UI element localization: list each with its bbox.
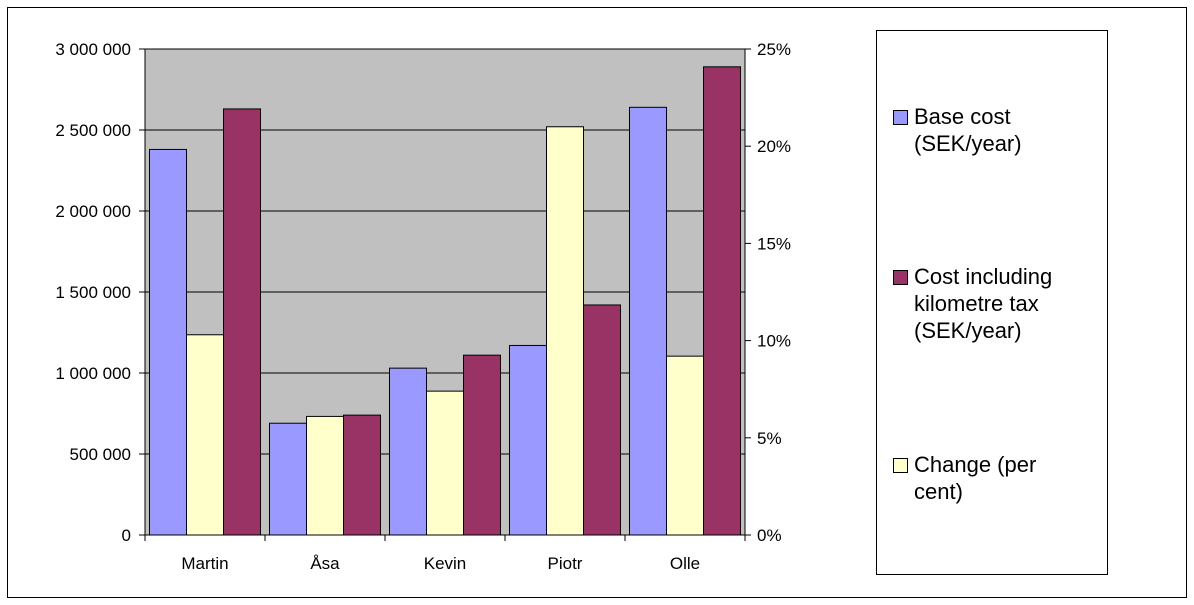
bar-base-cost-sek-year-sa	[269, 422, 307, 536]
legend-swatch-change	[893, 458, 908, 473]
right-tick-label: 5%	[757, 429, 782, 448]
x-tick-label-martin: Martin	[181, 554, 228, 573]
left-tick-label: 500 000	[70, 445, 131, 464]
bars	[149, 66, 741, 536]
legend-swatch-base-cost	[893, 110, 908, 125]
left-axis: 0 500 000 1 000 000 1 500 000 2 000 000 2 500…	[55, 40, 145, 545]
bar-change-per-cent-sa	[306, 415, 344, 536]
right-tick-label: 15%	[757, 234, 791, 253]
left-tick-label: 3 000 000	[55, 40, 131, 59]
bar-change-per-cent-martin	[186, 334, 224, 536]
left-tick-label: 0	[122, 526, 131, 545]
x-tick-label-piotr: Piotr	[548, 554, 583, 573]
left-tick-label: 2 500 000	[55, 121, 131, 140]
legend-label-change: Change (per cent)	[914, 452, 1037, 504]
right-tick-label: 20%	[757, 137, 791, 156]
legend-label-cost-including-tax: Cost including kilometre tax (SEK/year)	[914, 264, 1053, 343]
legend-swatch-cost-including-tax	[893, 270, 908, 285]
left-tick-label: 1 500 000	[55, 283, 131, 302]
x-tick-label-sa: Åsa	[310, 554, 340, 573]
right-tick-label: 0%	[757, 526, 782, 545]
right-axis: 0% 5% 10% 15% 20% 25%	[745, 40, 791, 545]
bar-cost-including-kilometre-tax-sek-year-kevin	[463, 354, 501, 536]
right-tick-label: 10%	[757, 332, 791, 351]
legend-item-base-cost: Base cost (SEK/year)	[893, 103, 1105, 157]
bar-cost-including-kilometre-tax-sek-year-olle	[703, 66, 741, 536]
x-axis: Martin Åsa Kevin Piotr Olle	[144, 535, 746, 573]
bar-base-cost-sek-year-martin	[149, 148, 187, 536]
legend-item-change: Change (per cent)	[893, 451, 1105, 505]
x-tick-label-olle: Olle	[670, 554, 700, 573]
bar-change-per-cent-piotr	[546, 126, 584, 536]
left-tick-label: 2 000 000	[55, 202, 131, 221]
bar-cost-including-kilometre-tax-sek-year-sa	[343, 414, 381, 536]
legend: Base cost (SEK/year) Cost including kilo…	[876, 30, 1108, 575]
left-tick-label: 1 000 000	[55, 364, 131, 383]
bar-cost-including-kilometre-tax-sek-year-piotr	[583, 304, 621, 536]
bar-change-per-cent-kevin	[426, 390, 464, 536]
bar-cost-including-kilometre-tax-sek-year-martin	[223, 108, 261, 536]
legend-label-base-cost: Base cost (SEK/year)	[914, 104, 1022, 156]
bar-base-cost-sek-year-piotr	[509, 344, 547, 536]
right-tick-label: 25%	[757, 40, 791, 59]
bar-change-per-cent-olle	[666, 355, 704, 536]
bar-base-cost-sek-year-olle	[629, 106, 667, 536]
x-tick-label-kevin: Kevin	[424, 554, 467, 573]
legend-item-cost-including-tax: Cost including kilometre tax (SEK/year)	[893, 263, 1105, 344]
bar-base-cost-sek-year-kevin	[389, 367, 427, 536]
